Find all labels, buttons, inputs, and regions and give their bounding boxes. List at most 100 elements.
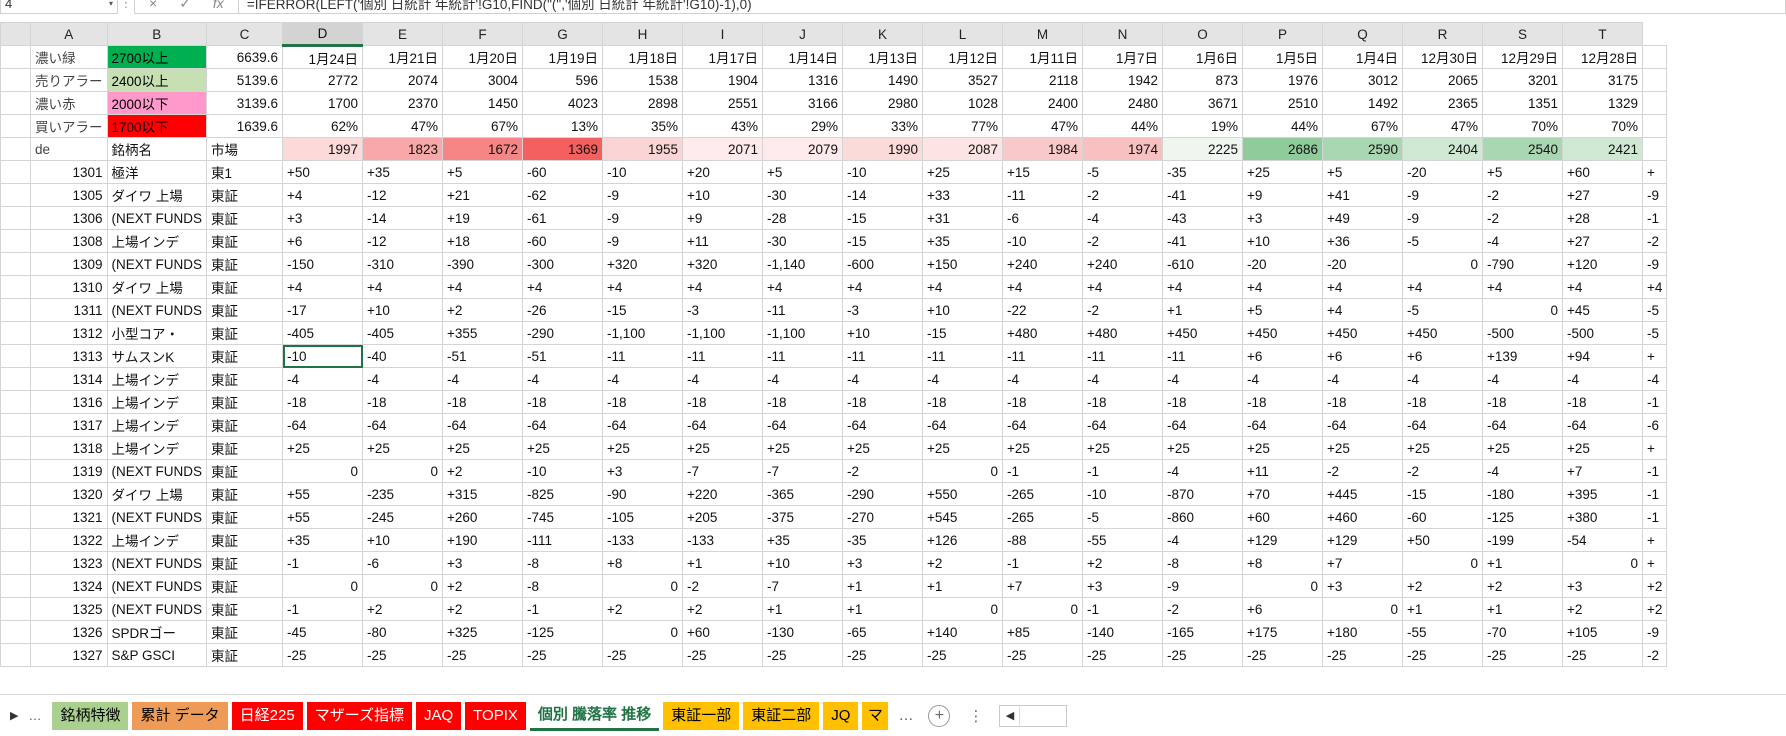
heatmap-cell[interactable]: 1974: [1082, 137, 1164, 161]
legend-data-cell[interactable]: [1642, 68, 1668, 92]
change-cell[interactable]: +25: [1082, 436, 1164, 460]
change-cell[interactable]: +1: [842, 597, 924, 621]
change-cell[interactable]: +4: [362, 275, 444, 299]
market-cell[interactable]: 東証: [206, 344, 284, 368]
row-header[interactable]: [0, 574, 31, 598]
legend-data-cell[interactable]: 3527: [922, 68, 1004, 92]
table-row[interactable]: 1326 SPDRゴー 東証 -45 -80 +325 -125 0 +60 -130 -65 +14…: [0, 620, 1668, 644]
change-cell[interactable]: -64: [842, 413, 924, 437]
change-cell[interactable]: -25: [522, 643, 604, 667]
change-cell[interactable]: +2: [442, 298, 524, 322]
change-cell[interactable]: -4: [1162, 367, 1244, 391]
stock-name-cell[interactable]: (NEXT FUNDS: [106, 206, 208, 230]
change-cell[interactable]: +4: [1002, 275, 1084, 299]
column-header-o[interactable]: O: [1162, 22, 1244, 46]
change-cell[interactable]: -64: [1082, 413, 1164, 437]
change-cell[interactable]: 0: [1242, 574, 1324, 598]
change-cell[interactable]: -6: [362, 551, 444, 575]
change-cell[interactable]: +4: [602, 275, 684, 299]
change-cell[interactable]: +545: [922, 505, 1004, 529]
change-cell[interactable]: +28: [1562, 206, 1644, 230]
change-cell[interactable]: +31: [922, 206, 1004, 230]
market-cell[interactable]: 東証: [206, 551, 284, 575]
change-cell[interactable]: -9: [1642, 252, 1668, 276]
stock-name-cell[interactable]: 上場インデ: [106, 229, 208, 253]
change-cell[interactable]: +7: [1002, 574, 1084, 598]
legend-data-cell[interactable]: 67%: [1322, 114, 1404, 138]
row-header[interactable]: [0, 344, 31, 368]
change-cell[interactable]: +7: [1562, 459, 1644, 483]
stock-name-cell[interactable]: 小型コア・: [106, 321, 208, 345]
legend-data-cell[interactable]: 1028: [922, 91, 1004, 115]
change-cell[interactable]: +395: [1562, 482, 1644, 506]
stock-code-cell[interactable]: 1310: [30, 275, 108, 299]
market-cell[interactable]: 東証: [206, 252, 284, 276]
sheet-nav-arrows[interactable]: ▶ …: [10, 708, 52, 723]
date-header-cell[interactable]: 1月6日: [1162, 45, 1244, 69]
change-cell[interactable]: -25: [282, 643, 364, 667]
market-cell[interactable]: 東証: [206, 620, 284, 644]
change-cell[interactable]: -290: [842, 482, 924, 506]
change-cell[interactable]: -270: [842, 505, 924, 529]
change-cell[interactable]: -64: [762, 413, 844, 437]
change-cell[interactable]: +4: [442, 275, 524, 299]
change-cell[interactable]: -4: [682, 367, 764, 391]
name-box[interactable]: 4 ▾: [0, 0, 118, 14]
date-header-cell[interactable]: 12月29日: [1482, 45, 1564, 69]
row-header[interactable]: [0, 183, 31, 207]
change-cell[interactable]: -375: [762, 505, 844, 529]
row-header[interactable]: [0, 643, 31, 667]
change-cell[interactable]: +3: [1322, 574, 1404, 598]
change-cell[interactable]: 0: [1322, 597, 1404, 621]
change-cell[interactable]: -825: [522, 482, 604, 506]
change-cell[interactable]: +140: [922, 620, 1004, 644]
table-row[interactable]: 1324 (NEXT FUNDS 東証 0 0 +2 -8 0 -2 -7 +1 +1 +7 +3 -9 0 +…: [0, 574, 1668, 598]
legend-data-cell[interactable]: 3671: [1162, 91, 1244, 115]
row-header[interactable]: [0, 528, 31, 552]
stock-name-cell[interactable]: 上場インデ: [106, 367, 208, 391]
change-cell[interactable]: -1: [282, 551, 364, 575]
column-header-e[interactable]: E: [362, 22, 444, 46]
change-cell[interactable]: -4: [1642, 367, 1668, 391]
stock-code-cell[interactable]: 1316: [30, 390, 108, 414]
change-cell[interactable]: +129: [1322, 528, 1404, 552]
stock-name-cell[interactable]: (NEXT FUNDS: [106, 597, 208, 621]
change-cell[interactable]: -4: [1162, 528, 1244, 552]
change-cell[interactable]: -870: [1162, 482, 1244, 506]
change-cell[interactable]: -25: [1002, 643, 1084, 667]
legend-data-cell[interactable]: [1642, 45, 1668, 69]
legend-data-cell[interactable]: 70%: [1482, 114, 1564, 138]
change-cell[interactable]: -18: [522, 390, 604, 414]
change-cell[interactable]: +4: [1322, 298, 1404, 322]
market-cell[interactable]: 東証: [206, 275, 284, 299]
change-cell[interactable]: +25: [1482, 436, 1564, 460]
change-cell[interactable]: 0: [1402, 252, 1484, 276]
legend-data-cell[interactable]: 1538: [602, 68, 684, 92]
change-cell[interactable]: +8: [1242, 551, 1324, 575]
market-cell[interactable]: 東証: [206, 643, 284, 667]
stock-code-cell[interactable]: 1321: [30, 505, 108, 529]
legend-data-cell[interactable]: 2480: [1082, 91, 1164, 115]
change-cell[interactable]: -125: [522, 620, 604, 644]
change-cell[interactable]: -22: [1002, 298, 1084, 322]
change-cell[interactable]: -18: [842, 390, 924, 414]
tabs-overflow-ellipsis[interactable]: …: [898, 707, 915, 724]
change-cell[interactable]: -2: [1162, 597, 1244, 621]
change-cell[interactable]: +175: [1242, 620, 1324, 644]
change-cell[interactable]: +4: [1162, 275, 1244, 299]
change-cell[interactable]: +15: [1002, 160, 1084, 184]
change-cell[interactable]: +240: [1002, 252, 1084, 276]
spreadsheet-grid[interactable]: A B C D E F G H I J K L M N O P Q R S T 濃い緑 2700以上 6639.6 1月24日…: [0, 22, 1786, 694]
change-cell[interactable]: +27: [1562, 183, 1644, 207]
change-cell[interactable]: +25: [1402, 436, 1484, 460]
change-cell[interactable]: +3: [1242, 206, 1324, 230]
change-cell[interactable]: +315: [442, 482, 524, 506]
change-cell[interactable]: -390: [442, 252, 524, 276]
change-cell[interactable]: +6: [1242, 344, 1324, 368]
change-cell[interactable]: -51: [522, 344, 604, 368]
change-cell[interactable]: -235: [362, 482, 444, 506]
change-cell[interactable]: +85: [1002, 620, 1084, 644]
change-cell[interactable]: -64: [1242, 413, 1324, 437]
row-header[interactable]: [0, 436, 31, 460]
change-cell[interactable]: +5: [762, 160, 844, 184]
